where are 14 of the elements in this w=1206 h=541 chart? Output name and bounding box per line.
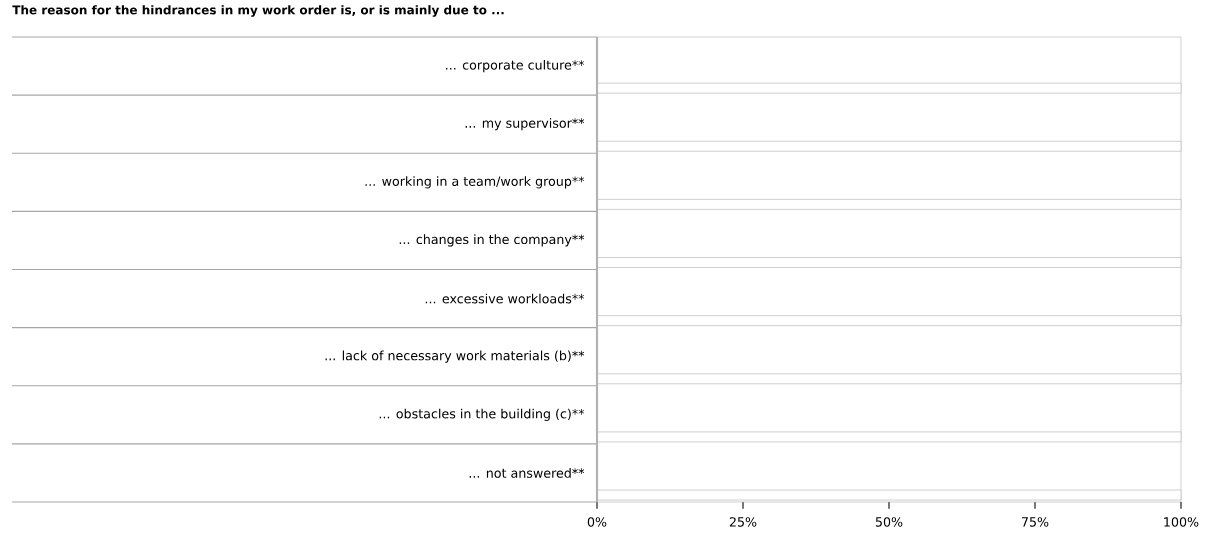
x-tick-label: 25% — [729, 517, 757, 527]
y-tick-label: ... excessive workloads** — [425, 293, 585, 304]
x-tick-label: 75% — [1021, 517, 1049, 527]
text: The reason for the hindrances in my work order is, or is mainly due to ... — [12, 5, 504, 17]
x-tick-label: 100% — [1164, 517, 1199, 527]
y-tick-label: ... changes in the company** — [399, 234, 585, 247]
y-tick-label: ... not answered** — [469, 468, 585, 478]
y-tick-label: ... working in a team/work group** — [365, 176, 585, 189]
y-tick-label: ... my supervisor** — [465, 118, 585, 131]
x-tick-label: 50% — [875, 517, 903, 527]
x-tick-label: 0% — [587, 517, 607, 527]
y-tick-label: ... obstacles in the building (c)** — [379, 408, 585, 421]
y-tick-label: ... lack of necessary work materials (b)** — [325, 350, 585, 363]
y-tick-label: ... corporate culture** — [446, 59, 585, 73]
